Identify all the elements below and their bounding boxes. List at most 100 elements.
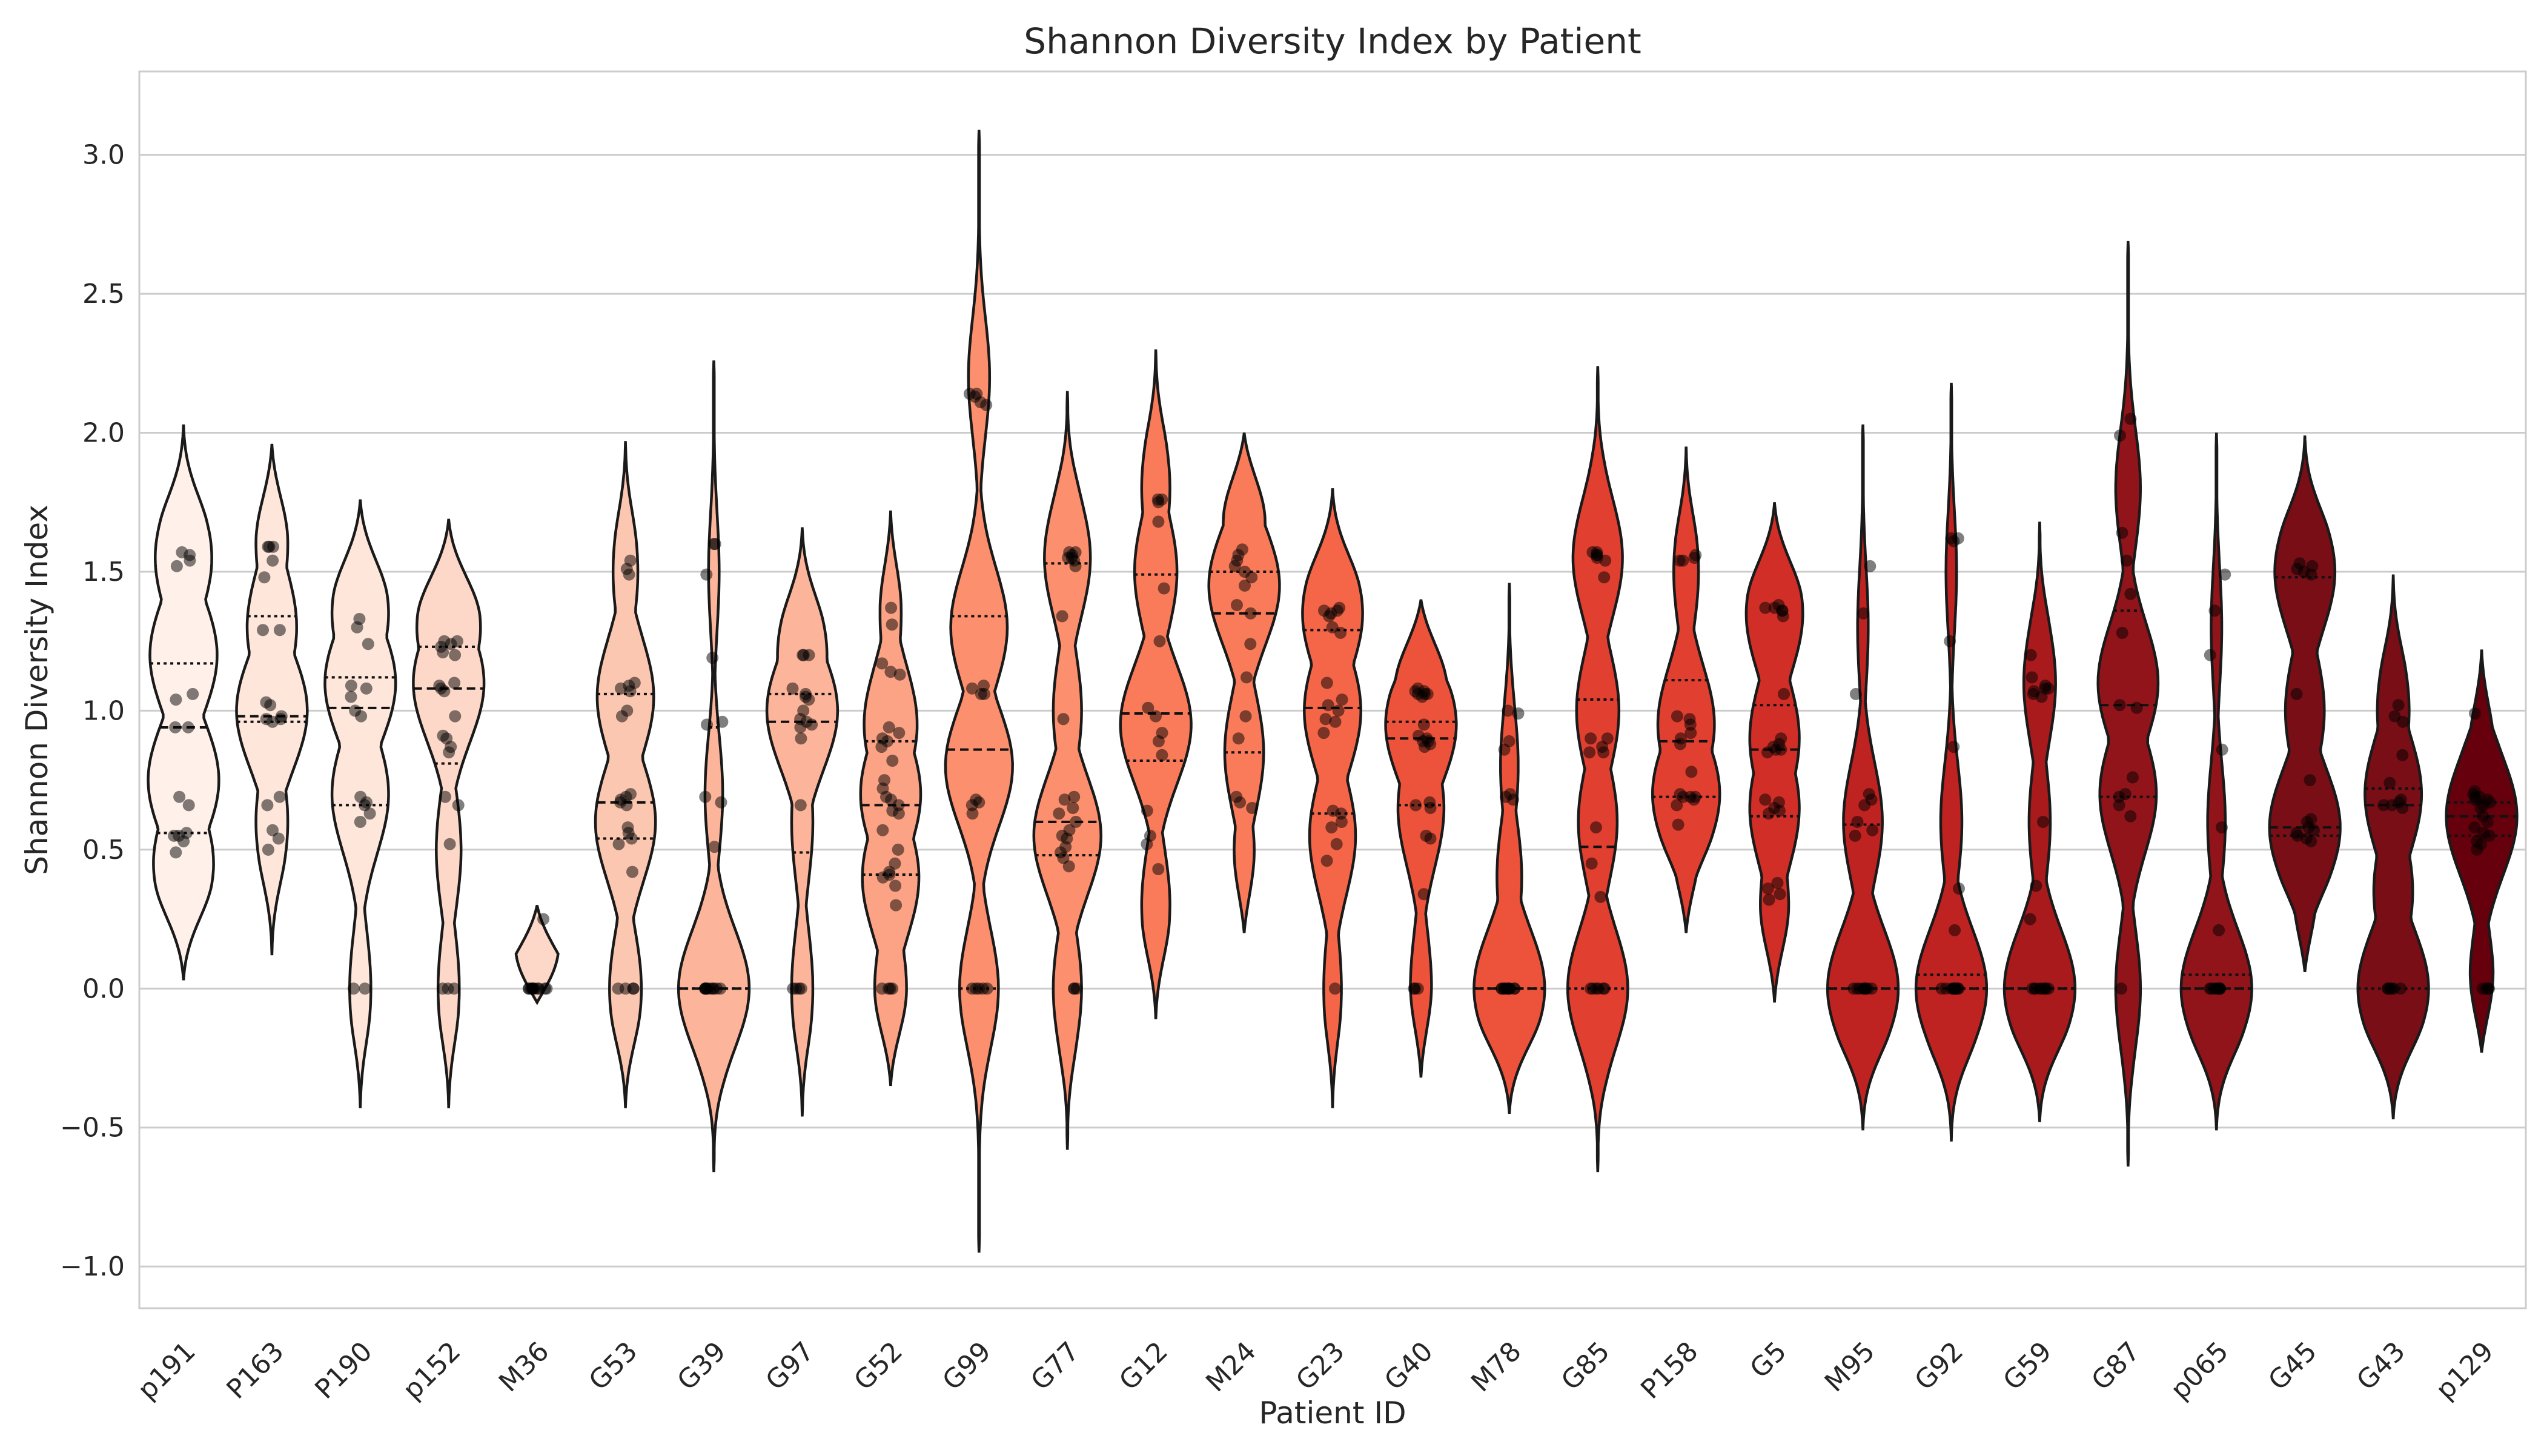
data-point: [1947, 741, 1960, 753]
data-point: [624, 685, 637, 698]
data-point: [886, 618, 898, 631]
x-tick-label: G97: [760, 1336, 820, 1397]
data-point: [345, 690, 357, 703]
data-point: [1761, 746, 1774, 759]
data-point: [612, 838, 625, 850]
violin-G97: [765, 527, 840, 1117]
x-tick-label: G59: [1997, 1336, 2058, 1397]
data-point: [1688, 552, 1701, 564]
x-tick-label: G45: [2262, 1336, 2323, 1397]
data-point: [1512, 707, 1525, 720]
data-point: [2042, 982, 2055, 995]
data-point: [1336, 693, 1348, 706]
data-point: [1853, 982, 1866, 995]
data-point: [1232, 732, 1245, 745]
x-tick-label: M24: [1200, 1336, 1262, 1398]
data-point: [876, 871, 889, 884]
data-point: [1056, 610, 1068, 623]
data-point: [889, 879, 902, 892]
violin-body: [147, 424, 220, 981]
violin-G12: [1119, 349, 1193, 1019]
violin-p065: [2179, 432, 2253, 1131]
data-point: [262, 540, 274, 553]
violin-G87: [2096, 240, 2160, 1167]
data-point: [2113, 699, 2126, 712]
data-point: [1416, 690, 1428, 703]
data-point: [1246, 802, 1259, 814]
x-tick-label: G40: [1379, 1336, 1439, 1397]
data-point: [170, 560, 183, 572]
data-point: [1142, 701, 1154, 714]
data-point: [1152, 515, 1165, 528]
data-point: [2116, 526, 2128, 539]
violin-M36: [514, 905, 560, 1005]
violin-body: [1566, 366, 1629, 1173]
y-axis-label: Shannon Diversity Index: [19, 505, 55, 875]
data-point: [182, 799, 195, 812]
data-point: [966, 807, 979, 820]
data-point: [977, 982, 989, 995]
data-point: [1849, 829, 1861, 842]
data-point: [803, 649, 815, 661]
data-point: [2392, 699, 2405, 712]
data-point: [1688, 793, 1700, 806]
data-point: [1583, 746, 1596, 759]
data-point: [615, 710, 628, 723]
data-point: [2213, 924, 2225, 936]
data-point: [883, 721, 895, 733]
data-point: [893, 727, 906, 740]
data-point: [1775, 743, 1787, 756]
data-point: [1409, 799, 1422, 812]
violin-P163: [235, 443, 309, 956]
data-point: [2216, 743, 2228, 756]
violin-G52: [859, 510, 923, 1087]
data-point: [1244, 638, 1257, 650]
data-point: [1759, 793, 1772, 806]
data-point: [1424, 802, 1437, 814]
violin-G92: [1914, 382, 1989, 1142]
data-point: [885, 601, 898, 614]
data-point: [1424, 832, 1437, 845]
data-point: [1068, 790, 1081, 803]
data-point: [699, 790, 712, 803]
data-point: [714, 982, 727, 995]
data-point: [708, 841, 721, 853]
x-tick-label: G77: [1025, 1336, 1085, 1397]
x-tick-label: G99: [936, 1336, 997, 1397]
data-point: [258, 571, 271, 584]
x-tick-label: p129: [2430, 1336, 2500, 1406]
data-point: [786, 682, 799, 695]
data-point: [709, 538, 721, 551]
violin-p191: [147, 424, 220, 981]
data-point: [883, 982, 895, 995]
data-point: [1329, 982, 1341, 995]
data-point: [2204, 649, 2216, 661]
data-point: [715, 796, 727, 809]
data-point: [2396, 715, 2409, 728]
data-point: [875, 741, 888, 753]
violin-body: [2356, 574, 2430, 1120]
data-point: [1150, 710, 1162, 723]
data-point: [448, 677, 461, 689]
data-point: [173, 790, 186, 803]
data-point: [1866, 824, 1879, 836]
y-tick-label: 1.0: [82, 695, 125, 726]
data-point: [704, 982, 717, 995]
y-tick-label: −1.0: [60, 1251, 125, 1282]
data-point: [1408, 982, 1421, 995]
data-point: [1322, 699, 1334, 712]
data-point: [2116, 626, 2128, 639]
data-point: [2121, 554, 2133, 567]
data-point: [1062, 860, 1075, 873]
x-tick-label: P190: [309, 1336, 378, 1405]
violin-body: [514, 905, 560, 1005]
violin-G5: [1744, 502, 1804, 1003]
data-point: [1849, 687, 1862, 700]
x-tick-label: G87: [2085, 1336, 2146, 1397]
violin-body: [1119, 349, 1193, 1019]
violin-G99: [944, 130, 1014, 1253]
data-point: [1152, 496, 1165, 509]
data-point: [1684, 727, 1697, 740]
data-point: [886, 755, 899, 767]
data-point: [803, 693, 815, 706]
